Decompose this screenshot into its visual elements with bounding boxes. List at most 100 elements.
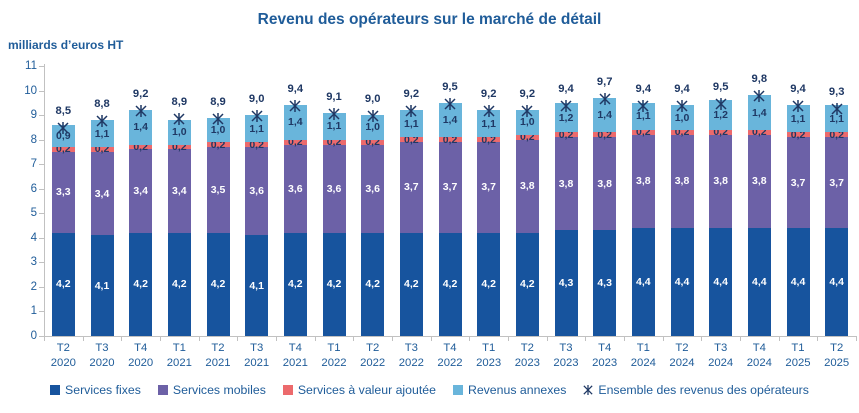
legend-label: Revenus annexes (467, 383, 567, 397)
total-value-label: 8,5 (55, 105, 72, 118)
segment-value-label: 4,2 (288, 278, 303, 291)
bar-segment-services-mobiles: 3,5 (206, 147, 230, 233)
y-axis-tick-label: 11 (25, 60, 37, 72)
x-axis-category-label: T1 2022 (321, 342, 347, 369)
segment-value-label: 0,2 (326, 136, 342, 149)
total-value-label: 9,3 (828, 85, 845, 98)
segment-value-label: 3,8 (520, 180, 535, 193)
y-axis-tick-label: 8 (30, 133, 37, 146)
total-marker-icon (715, 97, 727, 115)
segment-value-label: 4,4 (674, 276, 690, 288)
bar-segment-revenus-annexes: 1,4 (747, 95, 771, 130)
bar-segment-services-mobiles: 3,6 (322, 144, 346, 233)
y-axis-tick-label: 7 (30, 158, 37, 171)
segment-value-label: 3,7 (829, 176, 844, 189)
bar-segment-revenus-annexes: 1,0 (361, 115, 385, 140)
segment-value-label: 1,4 (597, 109, 612, 122)
y-axis-tick-label: 0 (30, 330, 37, 342)
bar-segment-revenus-annexes: 0,9 (51, 124, 75, 147)
bar-segment-services-fixes: 4,4 (631, 228, 655, 336)
bar-segment-services-mobiles: 3,7 (786, 137, 810, 228)
segment-value-label: 4,3 (597, 277, 612, 290)
bar-segment-services-mobiles: 3,6 (245, 147, 269, 236)
bar-segment-services-a-valeur-ajoutee: 0,2 (825, 129, 849, 140)
x-axis-tick (44, 336, 45, 341)
total-marker-icon (676, 99, 688, 117)
segment-value-label: 3,4 (133, 185, 148, 198)
total-value-label: 9,4 (635, 83, 652, 96)
segment-value-label: 0,2 (404, 133, 419, 146)
total-value-label: 8,8 (94, 98, 110, 110)
bar-segment-services-fixes: 4,2 (322, 232, 346, 336)
total-marker-icon (560, 99, 572, 117)
legend-swatch-icon (157, 385, 168, 395)
segment-value-label: 3,3 (56, 186, 71, 199)
bar-segment-services-fixes: 4,4 (670, 228, 694, 336)
segment-value-label: 1,0 (210, 123, 226, 136)
total-marker-icon (57, 121, 69, 139)
segment-value-label: 1,0 (365, 121, 380, 134)
segment-value-label: 0,2 (636, 126, 651, 139)
bar-segment-services-fixes: 4,3 (554, 230, 578, 336)
y-axis-tick-label: 1 (30, 305, 37, 318)
segment-value-label: 4,4 (829, 276, 844, 288)
bar-segment-services-fixes: 4,2 (477, 232, 501, 336)
bar-segment-services-fixes: 4,3 (593, 230, 617, 336)
bar-segment-revenus-annexes: 1,0 (167, 120, 191, 145)
segment-value-label: 0,2 (790, 128, 806, 141)
bar-segment-services-fixes: 4,4 (709, 228, 733, 336)
total-value-label: 9,4 (558, 83, 574, 96)
x-axis-category-label: T1 2024 (630, 342, 656, 369)
bar-segment-services-mobiles: 3,8 (554, 137, 578, 231)
total-marker-icon (444, 97, 456, 115)
total-marker-icon (289, 99, 301, 117)
total-value-label: 9,2 (403, 88, 420, 101)
x-axis-category-label: T4 2023 (592, 342, 618, 369)
y-axis-tick-label: 5 (30, 207, 37, 220)
bar-segment-revenus-annexes: 1,4 (283, 105, 307, 140)
segment-value-label: 0,2 (713, 126, 728, 139)
legend-swatch-icon (50, 385, 61, 395)
total-value-label: 9,4 (790, 83, 806, 96)
segment-value-label: 4,2 (520, 278, 535, 291)
legend-label: Services fixes (65, 383, 141, 397)
segment-value-label: 4,4 (790, 276, 806, 288)
legend-swatch-icon (452, 385, 463, 395)
y-axis-tick (39, 66, 44, 67)
bar-segment-services-fixes: 4,1 (245, 235, 269, 336)
segment-value-label: 0,2 (674, 126, 690, 139)
x-axis-line (39, 336, 857, 337)
y-axis-tick-label: 10 (24, 84, 37, 97)
segment-value-label: 0,2 (481, 133, 496, 146)
total-value-label: 9,2 (519, 88, 536, 101)
x-axis-tick (624, 336, 625, 341)
total-value-label: 9,1 (326, 90, 342, 103)
x-axis-category-label: T4 2021 (282, 342, 308, 369)
legend-item-services-mobiles: Services mobiles (157, 383, 266, 397)
segment-value-label: 1,1 (249, 122, 264, 135)
total-value-label: 9,0 (248, 93, 265, 106)
legend: Services fixes Services mobiles Services à… (0, 383, 859, 397)
segment-value-label: 0,2 (249, 138, 264, 151)
segment-value-label: 0,2 (558, 128, 574, 141)
bar-segment-services-a-valeur-ajoutee: 0,2 (438, 134, 462, 145)
y-axis-tick (39, 188, 44, 190)
bar-segment-services-mobiles: 3,4 (167, 149, 191, 233)
bar-segment-services-a-valeur-ajoutee: 0,2 (631, 126, 655, 139)
segment-value-label: 3,7 (404, 181, 419, 194)
bar-segment-services-fixes: 4,4 (825, 228, 849, 336)
segment-value-label: 1,1 (636, 110, 651, 123)
legend-item-services-fixes: Services fixes (50, 383, 141, 397)
x-axis-tick (237, 336, 239, 341)
segment-value-label: 4,2 (326, 278, 342, 291)
total-value-label: 9,5 (712, 80, 729, 93)
bar-segment-services-a-valeur-ajoutee: 0,2 (129, 142, 153, 152)
x-axis-category-label: T3 2021 (244, 342, 270, 369)
total-marker-icon (405, 104, 417, 122)
bar-segment-services-mobiles: 3,8 (709, 134, 733, 228)
bar-segment-services-a-valeur-ajoutee: 0,2 (167, 142, 191, 152)
total-marker-icon (521, 104, 533, 122)
segment-value-label: 1,2 (713, 109, 728, 122)
legend-label: Ensemble des revenus des opérateurs (598, 383, 809, 397)
bar-segment-services-fixes: 4,2 (206, 232, 230, 336)
